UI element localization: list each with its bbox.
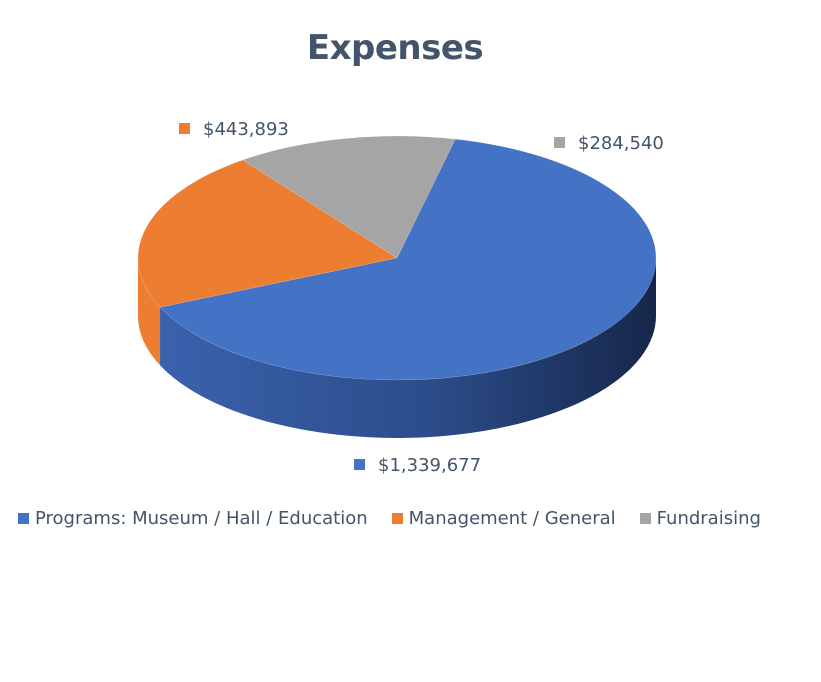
data-label-management: $443,893 bbox=[203, 119, 289, 140]
data-label-swatch-fundraising bbox=[554, 137, 565, 148]
legend-label-programs: Programs: Museum / Hall / Education bbox=[35, 508, 368, 529]
legend-swatch-fundraising bbox=[639, 513, 651, 524]
data-label-programs: $1,339,677 bbox=[378, 455, 481, 476]
pie-top bbox=[137, 135, 657, 381]
legend: Programs: Museum / Hall / Education Mana… bbox=[18, 508, 808, 529]
pie-slice-fundraising bbox=[242, 135, 456, 259]
data-label-swatch-programs bbox=[354, 459, 365, 470]
legend-swatch-programs bbox=[18, 513, 29, 524]
legend-item-programs: Programs: Museum / Hall / Education bbox=[18, 508, 368, 529]
legend-label-management: Management / General bbox=[408, 508, 616, 529]
legend-swatch-management bbox=[391, 513, 403, 524]
legend-label-fundraising: Fundraising bbox=[656, 508, 761, 529]
pie-slice-management bbox=[137, 159, 398, 308]
legend-item-fundraising: Fundraising bbox=[639, 508, 761, 529]
legend-item-management: Management / General bbox=[391, 508, 616, 529]
data-label-fundraising: $284,540 bbox=[578, 133, 664, 154]
pie-side-management bbox=[138, 258, 161, 366]
pie-side-programs bbox=[160, 258, 657, 438]
pie-slice-programs bbox=[159, 138, 657, 381]
pie-sides bbox=[138, 258, 657, 438]
data-label-swatch-management bbox=[179, 123, 190, 134]
pie-labels: $1,339,677 $443,893 $284,540 bbox=[179, 119, 664, 476]
chart-title: Expenses bbox=[306, 28, 484, 68]
